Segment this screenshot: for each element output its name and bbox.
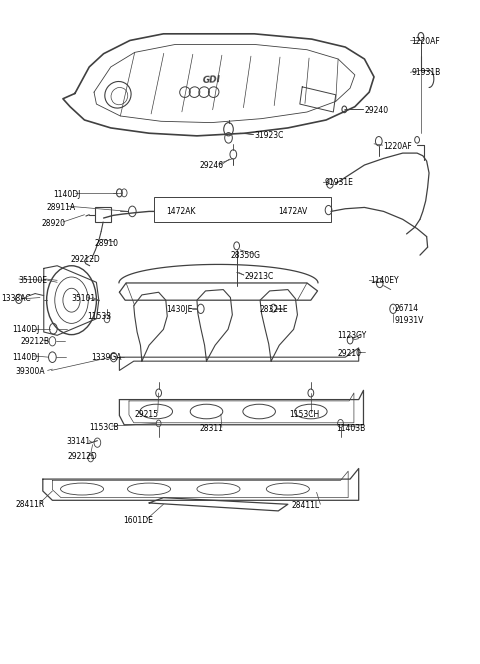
Text: 1339GA: 1339GA: [92, 353, 122, 362]
Text: 28910: 28910: [94, 239, 118, 248]
Bar: [154, 197, 331, 222]
Text: 1220AF: 1220AF: [384, 142, 412, 151]
Text: 1123GY: 1123GY: [337, 331, 367, 341]
Text: 35101: 35101: [72, 294, 96, 303]
Text: 1472AK: 1472AK: [166, 207, 195, 216]
Text: 91931V: 91931V: [394, 315, 423, 325]
Text: 11403B: 11403B: [336, 424, 365, 433]
Text: 1140DJ: 1140DJ: [53, 190, 81, 199]
Text: 28920: 28920: [41, 219, 65, 228]
Text: 29246: 29246: [199, 161, 224, 169]
Text: 29212D: 29212D: [70, 254, 100, 264]
Text: 1472AV: 1472AV: [278, 207, 308, 216]
Text: 1153CB: 1153CB: [89, 423, 119, 432]
Text: 29212D: 29212D: [68, 452, 97, 461]
Text: 28311: 28311: [199, 424, 223, 433]
Text: 28911A: 28911A: [46, 203, 75, 212]
Text: 28350G: 28350G: [230, 250, 261, 260]
Text: 1153CH: 1153CH: [289, 410, 319, 419]
Text: 1140DJ: 1140DJ: [12, 325, 40, 334]
Text: 29212B: 29212B: [21, 337, 50, 346]
Text: 39300A: 39300A: [15, 367, 45, 376]
Text: 28411L: 28411L: [292, 501, 320, 510]
Text: 29240: 29240: [364, 106, 389, 115]
Text: 29210: 29210: [337, 349, 361, 358]
Text: 29213C: 29213C: [245, 272, 274, 281]
Text: 35100E: 35100E: [19, 276, 48, 285]
Text: 1220AF: 1220AF: [411, 37, 440, 46]
Text: 91931E: 91931E: [324, 178, 353, 187]
Text: 1338AC: 1338AC: [1, 294, 31, 303]
Text: 1430JE: 1430JE: [166, 305, 192, 314]
Text: 29215: 29215: [135, 410, 159, 419]
Bar: [96, 207, 111, 222]
Text: 11533: 11533: [87, 311, 111, 321]
Text: 91931B: 91931B: [411, 68, 441, 77]
Text: 28321E: 28321E: [259, 305, 288, 314]
Text: 26714: 26714: [394, 303, 418, 313]
Text: 1140DJ: 1140DJ: [12, 353, 40, 362]
Text: GDI: GDI: [202, 75, 221, 85]
Text: 33141: 33141: [67, 438, 91, 446]
Text: 1140EY: 1140EY: [371, 276, 399, 285]
Text: 1601DE: 1601DE: [123, 516, 153, 525]
Text: 31923C: 31923C: [254, 131, 284, 139]
Text: 28411R: 28411R: [15, 500, 44, 509]
